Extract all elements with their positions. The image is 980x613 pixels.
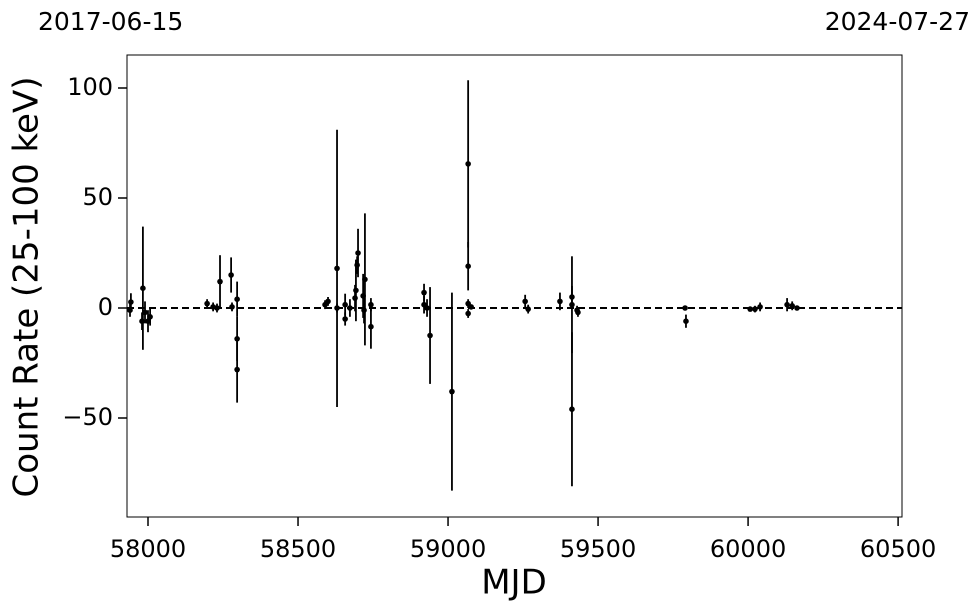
y-axis-label: Count Rate (25-100 keV) <box>7 77 47 498</box>
data-point <box>234 296 240 303</box>
data-point <box>234 366 240 373</box>
plot-frame <box>126 54 903 518</box>
y-tick-label: 50 <box>82 183 113 211</box>
data-point <box>228 272 234 278</box>
data-point <box>334 265 340 272</box>
data-point <box>352 295 358 301</box>
data-point <box>525 306 531 312</box>
data-point <box>361 307 367 314</box>
data-point <box>522 298 528 305</box>
data-point <box>342 301 348 308</box>
data-point <box>757 304 763 310</box>
data-point <box>465 310 471 317</box>
x-tick-label: 58500 <box>260 535 336 563</box>
data-point <box>557 298 563 305</box>
data-point <box>424 305 430 311</box>
data-point <box>354 262 360 268</box>
data-point <box>465 161 471 167</box>
x-axis-label: MJD <box>481 563 547 603</box>
data-point <box>229 304 235 310</box>
data-point <box>465 263 471 270</box>
data-point <box>347 305 353 311</box>
data-point <box>214 305 220 311</box>
data-point <box>368 301 374 308</box>
x-tick-label: 59500 <box>560 535 636 563</box>
data-point <box>682 305 688 311</box>
data-point <box>127 307 133 314</box>
x-tick-label: 60000 <box>710 535 786 563</box>
data-point <box>569 301 575 308</box>
x-tick-label: 58000 <box>110 535 186 563</box>
x-tick-label: 60500 <box>860 535 936 563</box>
data-point <box>334 305 340 311</box>
annotation: 2024-07-27 <box>825 7 970 36</box>
annotation: 2017-06-15 <box>38 7 183 36</box>
data-point <box>752 306 758 312</box>
data-point <box>569 406 575 413</box>
data-point <box>325 298 331 305</box>
data-point <box>747 306 753 312</box>
data-point <box>355 250 361 256</box>
data-point <box>784 301 790 308</box>
data-point <box>140 285 146 292</box>
data-point <box>142 309 148 316</box>
data-point <box>147 314 153 320</box>
data-point <box>139 318 145 325</box>
data-point <box>683 318 689 325</box>
data-point <box>427 332 433 339</box>
y-tick-label: 0 <box>98 293 113 321</box>
data-point <box>449 388 455 395</box>
data-point <box>128 299 134 305</box>
data-point <box>421 289 427 296</box>
data-point <box>368 323 374 330</box>
y-tick-label: −50 <box>62 403 113 431</box>
data-point <box>353 287 359 294</box>
data-point <box>794 305 800 311</box>
data-point <box>217 278 223 285</box>
data-point <box>204 300 210 307</box>
y-tick-label: 100 <box>67 73 113 101</box>
data-point <box>789 303 795 309</box>
data-point <box>575 309 581 316</box>
data-point <box>362 276 368 283</box>
data-point <box>342 316 348 322</box>
data-point <box>468 304 474 310</box>
x-tick-label: 59000 <box>410 535 486 563</box>
